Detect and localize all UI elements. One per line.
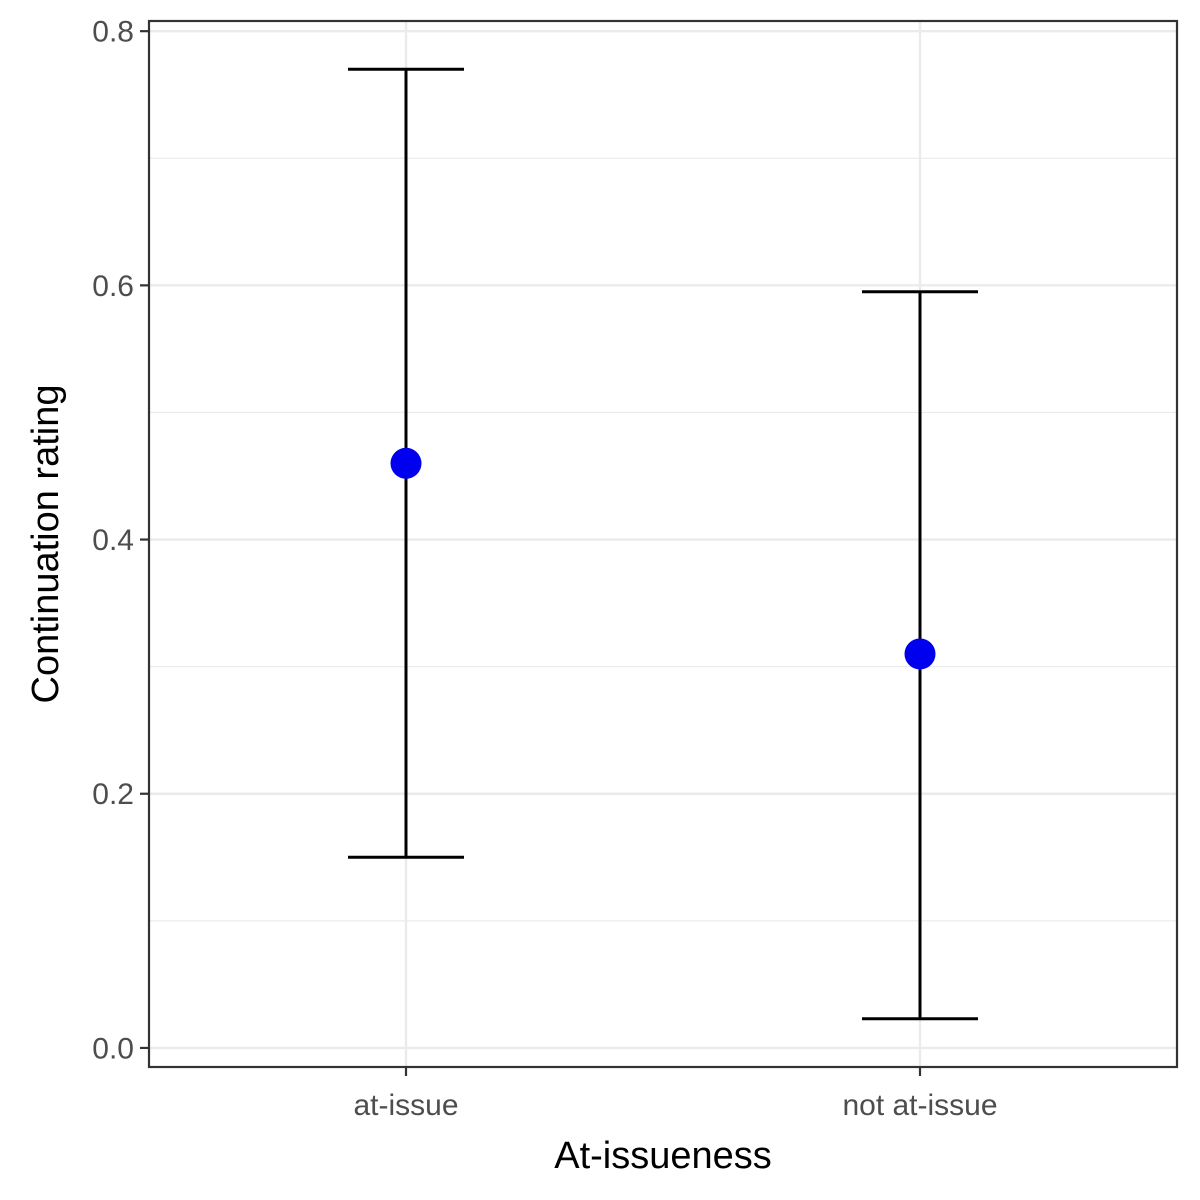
x-axis-ticks: at-issue not at-issue: [353, 1067, 998, 1122]
data-point: [904, 638, 936, 670]
x-tick-label: at-issue: [353, 1089, 458, 1122]
y-tick-label: 0.8: [92, 16, 134, 49]
panel-border: [147, 19, 1179, 1069]
y-tick-label: 0.0: [92, 1032, 134, 1065]
x-tick-label: not at-issue: [842, 1089, 997, 1122]
data-marks: [348, 67, 978, 1021]
data-point: [390, 447, 422, 479]
y-tick-label: 0.2: [92, 778, 134, 811]
y-axis-title: Continuation rating: [25, 385, 67, 704]
y-tick-label: 0.6: [92, 270, 134, 303]
minor-gridlines: [149, 157, 1177, 922]
y-tick-label: 0.4: [92, 524, 134, 557]
y-axis-ticks: 0.0 0.2 0.4 0.6 0.8: [92, 16, 149, 1065]
major-gridlines: [149, 21, 1177, 1067]
x-axis-title: At-issueness: [554, 1135, 772, 1177]
